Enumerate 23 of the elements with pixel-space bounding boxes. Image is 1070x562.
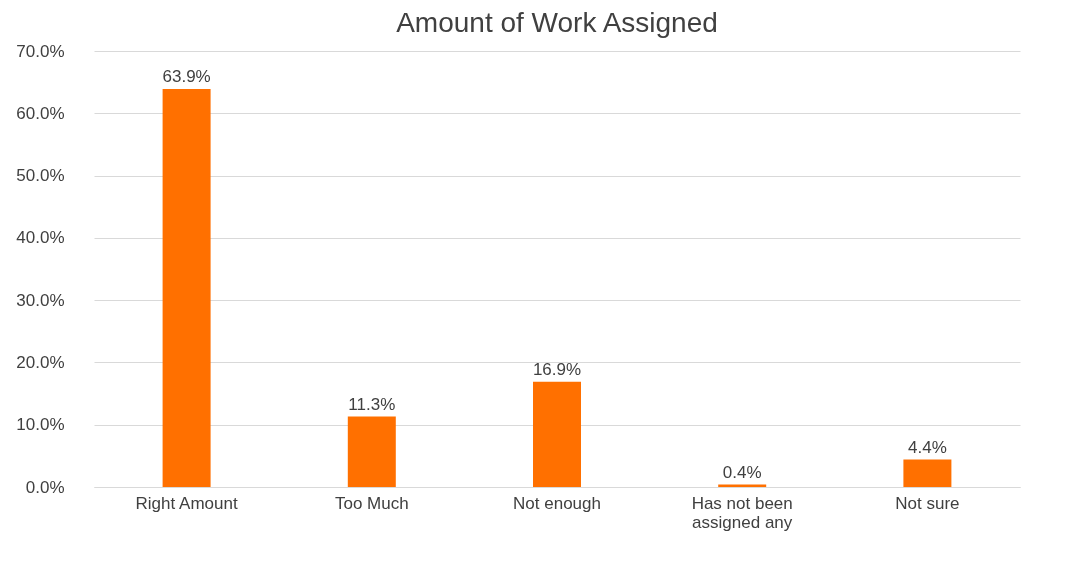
y-tick-label: 10.0%	[16, 415, 65, 435]
x-tick-label: Not enough	[513, 493, 601, 513]
data-label: 16.9%	[532, 359, 582, 379]
x-tick-label: Too Much	[334, 493, 409, 513]
y-tick-label: 50.0%	[16, 166, 65, 186]
data-label: 4.4%	[908, 437, 947, 457]
x-tick-label: Not sure	[895, 493, 960, 513]
bar	[533, 381, 581, 487]
x-tick-label: Right Amount	[135, 493, 238, 513]
y-tick-label: 0.0%	[25, 477, 65, 497]
bar	[903, 459, 952, 487]
y-tick-label: 20.0%	[16, 352, 65, 372]
y-tick-label: 60.0%	[16, 103, 65, 123]
chart-title: Amount of Work Assigned	[396, 7, 718, 38]
data-label: 0.4%	[722, 462, 762, 482]
y-tick-label: 70.0%	[16, 41, 65, 61]
bar	[162, 88, 211, 487]
bar	[347, 416, 396, 487]
y-tick-label: 40.0%	[16, 228, 65, 248]
y-tick-label: 30.0%	[16, 290, 65, 310]
data-label: 63.9%	[162, 66, 211, 86]
x-tick-label: Has not been assigned any	[691, 493, 793, 532]
data-label: 11.3%	[348, 394, 396, 414]
